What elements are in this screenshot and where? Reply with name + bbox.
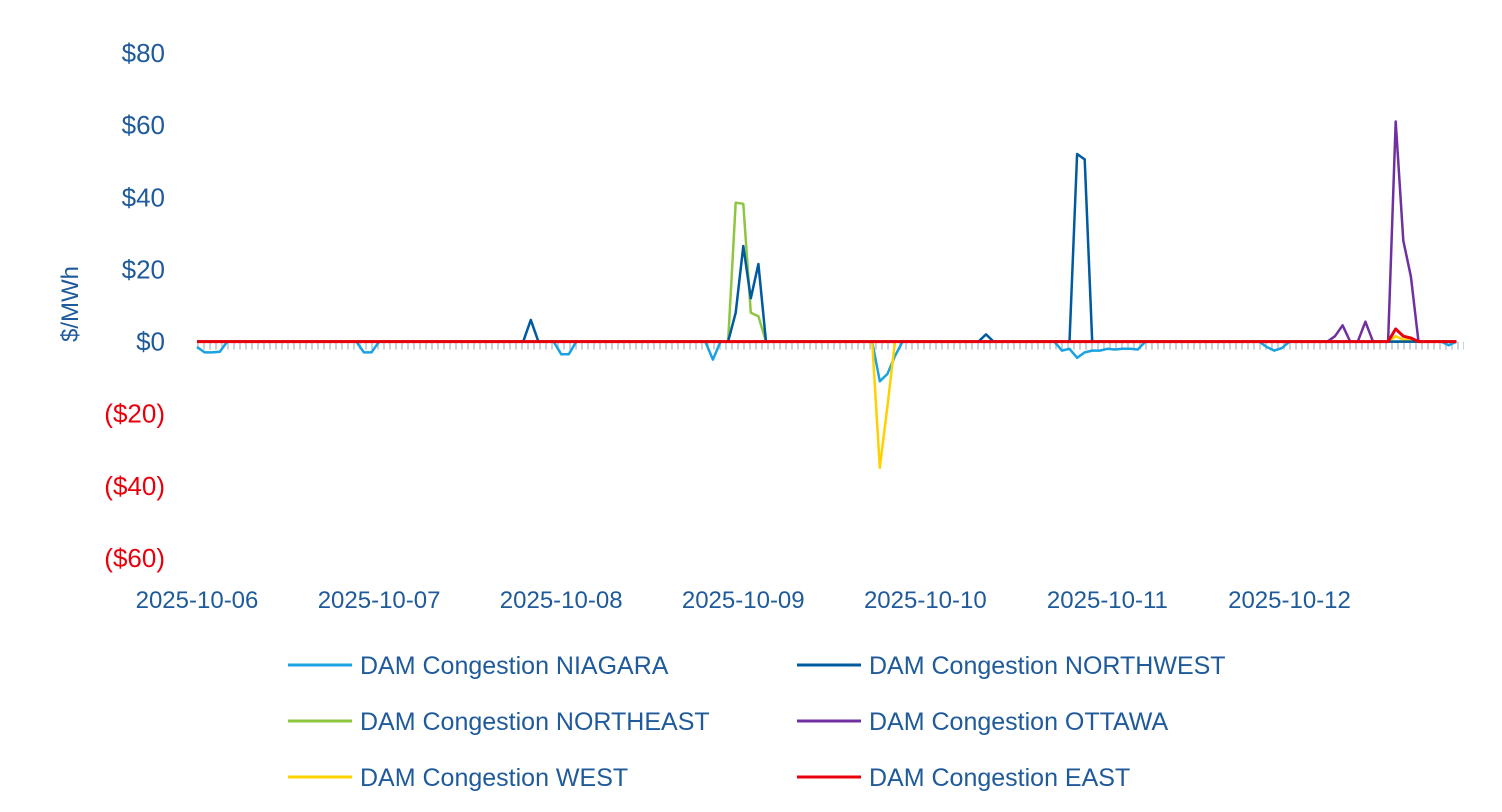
legend-label: DAM Congestion WEST bbox=[360, 764, 628, 792]
legend-item: DAM Congestion NORTHEAST bbox=[288, 708, 710, 736]
x-tick-label: 2025-10-12 bbox=[1228, 587, 1351, 614]
series-line-dam-congestion-northwest bbox=[197, 152, 1457, 343]
y-tick-label: $0 bbox=[136, 327, 165, 357]
x-tick-label: 2025-10-09 bbox=[682, 587, 805, 614]
y-tick-label: ($60) bbox=[104, 543, 165, 573]
x-tick-label: 2025-10-10 bbox=[864, 587, 987, 614]
legend-label: DAM Congestion NORTHEAST bbox=[360, 708, 710, 736]
x-tick-label: 2025-10-08 bbox=[500, 587, 623, 614]
legend-item: DAM Congestion WEST bbox=[288, 764, 628, 792]
y-axis-label: $/MWh bbox=[57, 266, 84, 342]
legend-label: DAM Congestion EAST bbox=[869, 764, 1130, 792]
legend-item: DAM Congestion NORTHWEST bbox=[797, 652, 1226, 680]
legend-item: DAM Congestion EAST bbox=[797, 764, 1130, 792]
series-line-dam-congestion-niagara bbox=[196, 340, 1457, 383]
x-tick-label: 2025-10-11 bbox=[1047, 587, 1168, 614]
series-line-dam-congestion-northeast bbox=[197, 201, 1457, 343]
series-line-dam-congestion-west bbox=[197, 334, 1457, 470]
legend-label: DAM Congestion OTTAWA bbox=[869, 708, 1168, 736]
y-tick-label: $60 bbox=[122, 110, 165, 140]
x-tick-label: 2025-10-07 bbox=[318, 587, 441, 614]
y-tick-label: ($40) bbox=[104, 471, 165, 501]
series-lines bbox=[196, 120, 1457, 470]
legend: DAM Congestion NIAGARA DAM Congestion NOR… bbox=[288, 652, 1226, 792]
y-tick-label: $20 bbox=[122, 254, 165, 284]
series-line-dam-congestion-east bbox=[197, 327, 1457, 344]
y-tick-label: $40 bbox=[122, 182, 165, 212]
series-line-dam-congestion-ottawa bbox=[197, 120, 1457, 343]
y-tick-label: ($20) bbox=[104, 399, 165, 429]
legend-label: DAM Congestion NORTHWEST bbox=[869, 652, 1226, 680]
legend-item: DAM Congestion OTTAWA bbox=[797, 708, 1168, 736]
x-axis-ticks: 2025-10-06 2025-10-07 2025-10-08 2025-10-09… bbox=[136, 587, 1351, 614]
y-axis-ticks: $80 $60 $40 $20 $0 ($20) ($40) ($60) bbox=[104, 38, 165, 573]
y-tick-label: $80 bbox=[122, 38, 165, 68]
legend-item: DAM Congestion NIAGARA bbox=[288, 652, 669, 680]
x-tick-label: 2025-10-06 bbox=[136, 587, 259, 614]
legend-label: DAM Congestion NIAGARA bbox=[360, 652, 669, 680]
